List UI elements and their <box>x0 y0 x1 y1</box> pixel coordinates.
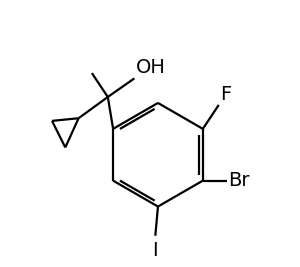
Text: OH: OH <box>136 58 166 77</box>
Text: Br: Br <box>228 171 250 190</box>
Text: F: F <box>220 85 231 104</box>
Text: I: I <box>152 241 158 260</box>
